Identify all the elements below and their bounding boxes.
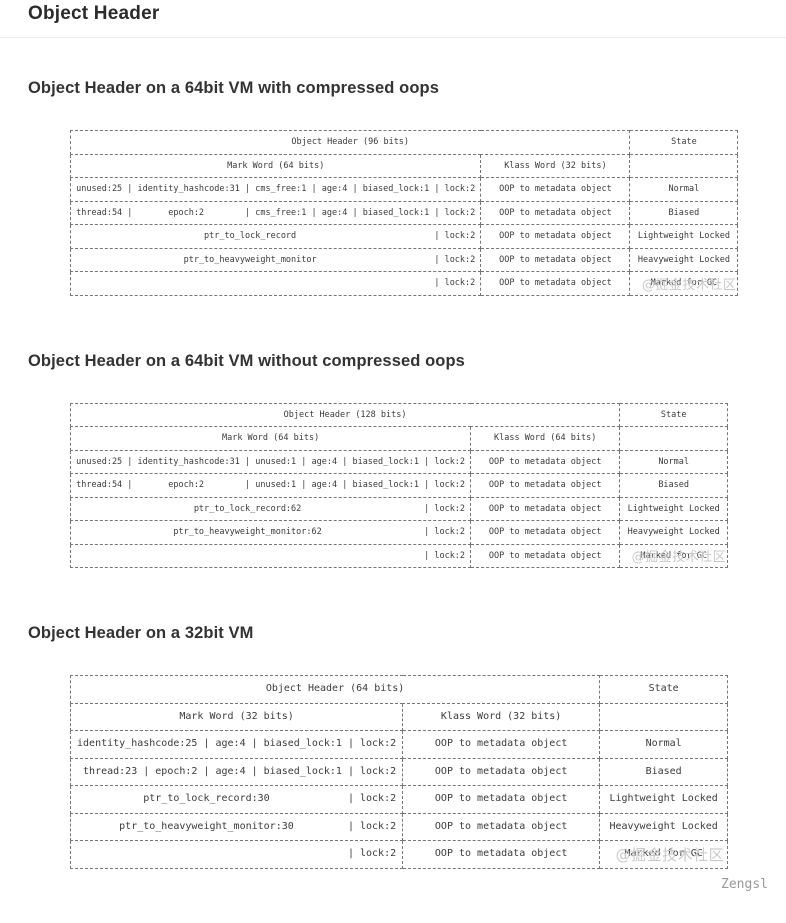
state-cell: Marked for GC [629, 271, 739, 296]
klass-cell: OOP to metadata object [470, 449, 621, 474]
state-cell: Biased [599, 757, 729, 786]
mark-cell: ptr_to_heavyweight_monitor | lock:2 [69, 247, 482, 272]
table-row: ptr_to_lock_record:62 | lock:2 OOP to me… [69, 496, 729, 521]
object-header-table-64bit: Object Header (64 bits) State Mark Word … [69, 675, 729, 869]
state-cell: Normal [599, 730, 729, 759]
klass-cell: OOP to metadata object [480, 271, 631, 296]
state-cell: Lightweight Locked [629, 224, 739, 249]
mark-cell: ptr_to_lock_record:30 | lock:2 [69, 785, 404, 814]
state-header-cell: State [619, 402, 729, 427]
klass-cell: OOP to metadata object [480, 177, 631, 202]
mark-word-header-cell: Mark Word (32 bits) [69, 702, 404, 731]
state-cell: Marked for GC [619, 543, 729, 568]
mark-word-header-cell: Mark Word (64 bits) [69, 153, 482, 178]
mark-cell: ptr_to_heavyweight_monitor:62 | lock:2 [69, 520, 472, 545]
section-heading-64bit-uncompressed: Object Header on a 64bit VM without comp… [28, 351, 465, 370]
state-cell: Heavyweight Locked [629, 247, 739, 272]
author-credit: Zengsl [721, 876, 768, 892]
page-title: Object Header [28, 3, 160, 24]
mark-cell: thread:54 | epoch:2 | cms_free:1 | age:4… [69, 200, 482, 225]
table-row: thread:23 | epoch:2 | age:4 | biased_loc… [69, 757, 729, 786]
object-header-table-128bit: Object Header (128 bits) State Mark Word… [69, 402, 729, 569]
state-header-cell: State [629, 130, 739, 155]
table-row: identity_hashcode:25 | age:4 | biased_lo… [69, 730, 729, 759]
document-page: Object Header Object Header on a 64bit V… [0, 3, 786, 892]
table-row: unused:25 | identity_hashcode:31 | cms_f… [69, 177, 739, 202]
klass-cell: OOP to metadata object [480, 224, 631, 249]
table-row: Object Header (128 bits) State [69, 402, 729, 427]
table-row: Object Header (64 bits) State [69, 675, 729, 704]
klass-cell: OOP to metadata object [402, 812, 601, 841]
table-row: thread:54 | epoch:2 | unused:1 | age:4 |… [69, 473, 729, 498]
object-header-table-96bit: Object Header (96 bits) State Mark Word … [69, 130, 739, 296]
table-row: Mark Word (64 bits) Klass Word (64 bits) [69, 426, 729, 451]
table-row: ptr_to_heavyweight_monitor:62 | lock:2 O… [69, 520, 729, 545]
mark-cell: ptr_to_lock_record:62 | lock:2 [69, 496, 472, 521]
title-divider [0, 37, 786, 38]
empty-cell [619, 426, 729, 451]
klass-word-header-cell: Klass Word (32 bits) [480, 153, 631, 178]
state-cell: Lightweight Locked [619, 496, 729, 521]
klass-cell: OOP to metadata object [402, 757, 601, 786]
state-cell: Normal [629, 177, 739, 202]
table-row: ptr_to_heavyweight_monitor | lock:2 OOP … [69, 247, 739, 272]
mark-cell: | lock:2 [69, 840, 404, 869]
klass-cell: OOP to metadata object [480, 200, 631, 225]
klass-word-header-cell: Klass Word (64 bits) [470, 426, 621, 451]
state-cell: Heavyweight Locked [619, 520, 729, 545]
klass-cell: OOP to metadata object [480, 247, 631, 272]
table-row: | lock:2 OOP to metadata object Marked f… [69, 543, 729, 568]
ascii-table-64bit: Object Header (64 bits) State Mark Word … [69, 675, 729, 869]
state-cell: Marked for GC [599, 840, 729, 869]
state-cell: Heavyweight Locked [599, 812, 729, 841]
state-header-cell: State [599, 675, 729, 704]
state-cell: Lightweight Locked [599, 785, 729, 814]
empty-cell [599, 702, 729, 731]
table-row: ptr_to_lock_record:30 | lock:2 OOP to me… [69, 785, 729, 814]
klass-cell: OOP to metadata object [470, 520, 621, 545]
table-row: Object Header (96 bits) State [69, 130, 739, 155]
empty-cell [629, 153, 739, 178]
table-row: | lock:2 OOP to metadata object Marked f… [69, 840, 729, 869]
state-cell: Biased [619, 473, 729, 498]
klass-word-header-cell: Klass Word (32 bits) [402, 702, 601, 731]
state-cell: Normal [619, 449, 729, 474]
ascii-table-128bit: Object Header (128 bits) State Mark Word… [69, 402, 729, 569]
section-heading-32bit: Object Header on a 32bit VM [28, 624, 254, 642]
table-row: thread:54 | epoch:2 | cms_free:1 | age:4… [69, 200, 739, 225]
mark-cell: ptr_to_heavyweight_monitor:30 | lock:2 [69, 812, 404, 841]
mark-cell: identity_hashcode:25 | age:4 | biased_lo… [69, 730, 404, 759]
mark-cell: thread:23 | epoch:2 | age:4 | biased_loc… [69, 757, 404, 786]
klass-cell: OOP to metadata object [402, 730, 601, 759]
klass-cell: OOP to metadata object [470, 496, 621, 521]
mark-cell: unused:25 | identity_hashcode:31 | cms_f… [69, 177, 482, 202]
table-row: ptr_to_heavyweight_monitor:30 | lock:2 O… [69, 812, 729, 841]
table-row: unused:25 | identity_hashcode:31 | unuse… [69, 449, 729, 474]
mark-word-header-cell: Mark Word (64 bits) [69, 426, 472, 451]
mark-cell: | lock:2 [69, 543, 472, 568]
klass-cell: OOP to metadata object [402, 785, 601, 814]
table-row: | lock:2 OOP to metadata object Marked f… [69, 271, 739, 296]
object-header-cell: Object Header (64 bits) [69, 675, 601, 704]
klass-cell: OOP to metadata object [470, 543, 621, 568]
state-cell: Biased [629, 200, 739, 225]
section-heading-64bit-compressed: Object Header on a 64bit VM with compres… [28, 79, 439, 97]
ascii-table-96bit: Object Header (96 bits) State Mark Word … [69, 130, 739, 296]
mark-cell: | lock:2 [69, 271, 482, 296]
table-row: Mark Word (64 bits) Klass Word (32 bits) [69, 153, 739, 178]
object-header-cell: Object Header (96 bits) [69, 130, 631, 155]
klass-cell: OOP to metadata object [402, 840, 601, 869]
table-row: Mark Word (32 bits) Klass Word (32 bits) [69, 702, 729, 731]
table-row: ptr_to_lock_record | lock:2 OOP to metad… [69, 224, 739, 249]
klass-cell: OOP to metadata object [470, 473, 621, 498]
object-header-cell: Object Header (128 bits) [69, 402, 621, 427]
mark-cell: unused:25 | identity_hashcode:31 | unuse… [69, 449, 472, 474]
mark-cell: thread:54 | epoch:2 | unused:1 | age:4 |… [69, 473, 472, 498]
mark-cell: ptr_to_lock_record | lock:2 [69, 224, 482, 249]
